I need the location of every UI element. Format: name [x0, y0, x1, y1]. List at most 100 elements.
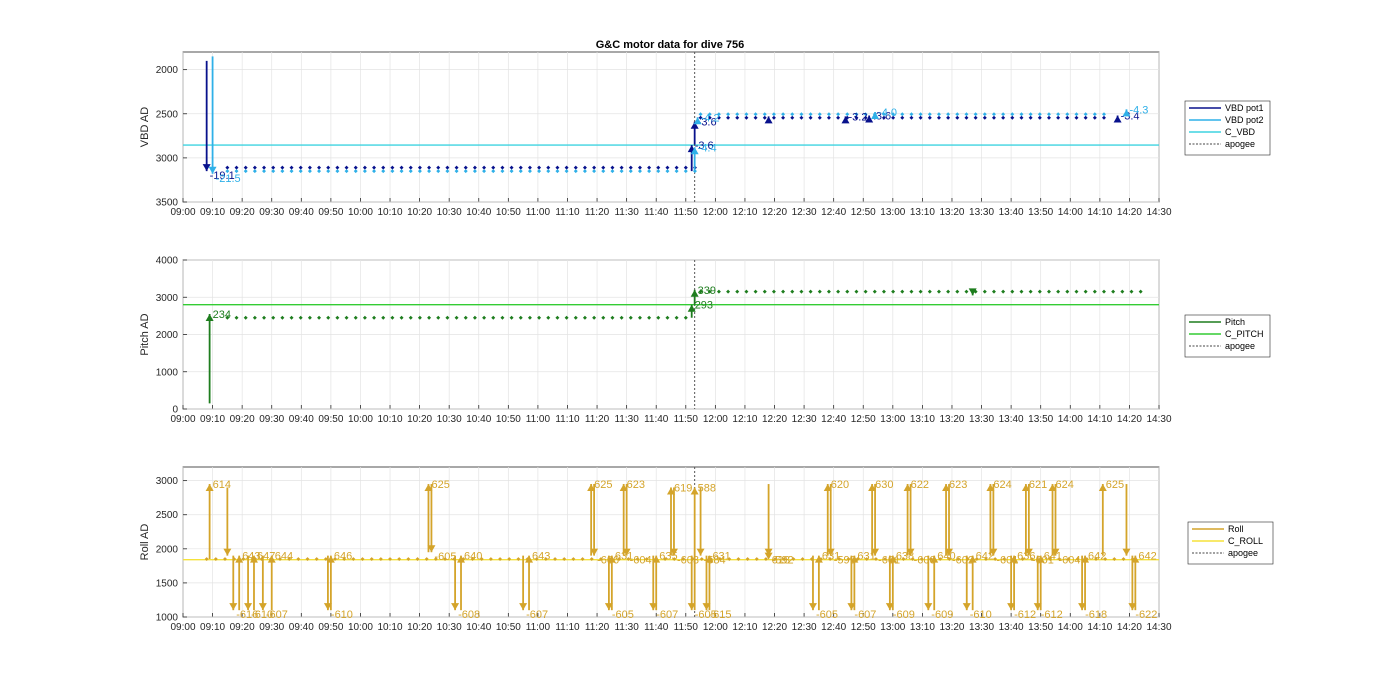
move-arrow-head	[229, 603, 238, 611]
data-point	[307, 165, 312, 170]
move-label: -21.5	[216, 173, 241, 185]
move-label: 624	[1056, 479, 1074, 491]
move-label: -4.4	[698, 142, 717, 154]
move-label: 642	[1138, 551, 1156, 563]
move-label: 631	[857, 551, 875, 563]
x-tick-label: 09:00	[170, 622, 195, 633]
x-tick-label: 11:50	[674, 622, 699, 633]
move-arrow-head	[808, 603, 817, 611]
move-arrow-head	[205, 314, 214, 322]
move-arrow-head	[669, 548, 678, 556]
move-arrow-head	[903, 484, 912, 492]
data-point	[427, 315, 432, 320]
x-tick-label: 12:40	[821, 207, 846, 218]
figure-title: G&C motor data for dive 756	[596, 39, 745, 51]
move-arrow-head	[1048, 484, 1057, 492]
move-label: -3.6	[698, 117, 717, 129]
data-point	[427, 165, 432, 170]
data-point	[1092, 289, 1097, 294]
data-point	[635, 557, 640, 562]
data-point	[534, 557, 539, 562]
x-tick-label: 09:50	[318, 414, 343, 425]
data-point	[718, 557, 723, 562]
x-tick-label: 11:10	[555, 207, 580, 218]
legend-label: apogee	[1228, 548, 1258, 558]
x-tick-label: 10:40	[466, 207, 491, 218]
x-tick-label: 09:40	[289, 414, 314, 425]
x-tick-label: 10:40	[466, 622, 491, 633]
data-point	[482, 165, 487, 170]
data-point	[344, 165, 349, 170]
data-point	[846, 557, 851, 562]
data-point	[598, 557, 603, 562]
data-point	[665, 169, 670, 174]
move-arrow-head	[871, 548, 880, 556]
data-point	[543, 557, 548, 562]
x-tick-label: 10:20	[407, 414, 432, 425]
data-point	[289, 165, 294, 170]
y-tick-label: 2500	[156, 109, 179, 120]
move-label: -622	[1135, 609, 1157, 621]
y-tick-label: 2500	[156, 510, 179, 521]
move-label: 641	[1044, 551, 1062, 563]
legend-label: VBD pot1	[1225, 103, 1264, 113]
move-label: -615	[709, 609, 731, 621]
data-point	[791, 557, 796, 562]
x-tick-label: 09:40	[289, 622, 314, 633]
y-tick-label: 0	[172, 405, 178, 416]
move-label: 293	[695, 300, 713, 312]
y-tick-label: 1000	[156, 613, 179, 624]
subplot-3: 09:00 09:10 09:20 09:30 09:40 09:50 10:00 10:10…	[139, 466, 1274, 633]
move-label: 644	[275, 551, 293, 563]
x-tick-label: 09:30	[259, 414, 284, 425]
move-label: -3.6	[872, 111, 891, 123]
data-point	[527, 169, 532, 174]
data-point	[1020, 557, 1025, 562]
x-tick-label: 13:20	[939, 414, 964, 425]
data-point	[984, 557, 988, 562]
move-label: -592	[772, 555, 794, 567]
move-label: -602	[952, 555, 974, 567]
move-arrow-head	[323, 603, 332, 611]
data-point	[326, 165, 331, 170]
data-point	[828, 557, 833, 562]
move-label: -610	[251, 609, 273, 621]
y-tick-label: 2000	[156, 544, 179, 555]
x-tick-label: 10:30	[437, 622, 462, 633]
x-tick-label: 14:20	[1117, 207, 1142, 218]
x-tick-label: 11:30	[614, 622, 639, 633]
move-label: -4.0	[878, 107, 897, 119]
x-tick-label: 09:10	[200, 414, 225, 425]
move-arrow-head	[826, 548, 835, 556]
move-label: 640	[937, 551, 955, 563]
move-label: 624	[993, 479, 1011, 491]
move-arrow-head	[888, 555, 897, 563]
data-point	[362, 165, 367, 170]
move-label: -605	[434, 551, 456, 563]
move-label: 631	[822, 551, 840, 563]
move-arrow-head	[267, 555, 276, 563]
x-tick-label: 14:30	[1146, 207, 1171, 218]
data-point	[454, 165, 459, 170]
data-point	[445, 165, 450, 170]
data-point	[225, 165, 230, 170]
legend-box	[1184, 100, 1271, 156]
y-axis-label: Roll AD	[139, 524, 151, 561]
x-tick-label: 11:20	[585, 622, 610, 633]
x-tick-label: 12:40	[821, 622, 846, 633]
data-point	[910, 557, 915, 562]
data-point	[837, 557, 842, 562]
move-label: 234	[213, 309, 231, 321]
x-tick-label: 12:30	[792, 207, 817, 218]
move-arrow-head	[968, 288, 977, 296]
move-arrow-head	[989, 548, 998, 556]
data-point	[1121, 557, 1126, 562]
move-label: 625	[431, 479, 449, 491]
move-arrow-head	[590, 548, 599, 556]
data-point	[773, 557, 778, 562]
data-point	[326, 169, 331, 174]
x-tick-label: 13:20	[939, 207, 964, 218]
move-arrow-head	[814, 555, 823, 563]
data-point	[956, 557, 961, 562]
